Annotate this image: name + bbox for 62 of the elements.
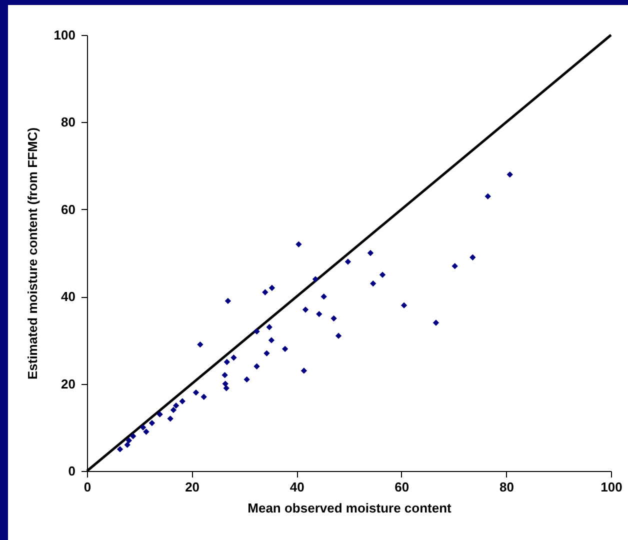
point xyxy=(320,294,327,300)
x-tick-label: 40 xyxy=(290,480,304,494)
x-tick-label: 60 xyxy=(394,480,410,494)
point xyxy=(222,380,228,387)
point xyxy=(370,280,376,287)
point xyxy=(432,320,440,326)
point xyxy=(282,346,288,352)
point xyxy=(148,420,156,426)
point xyxy=(400,302,408,308)
point xyxy=(124,442,130,448)
point xyxy=(367,250,374,256)
point xyxy=(379,272,386,278)
point xyxy=(300,368,308,374)
point xyxy=(116,446,124,452)
point xyxy=(344,258,352,265)
point xyxy=(130,433,136,440)
point xyxy=(312,276,319,282)
point xyxy=(224,358,230,366)
point xyxy=(126,437,132,444)
point xyxy=(452,263,458,270)
point xyxy=(192,389,200,396)
point xyxy=(335,332,342,339)
point xyxy=(170,406,177,414)
point xyxy=(140,424,146,430)
point xyxy=(266,324,272,330)
x-tick-label: 80 xyxy=(499,480,514,494)
point xyxy=(268,337,275,344)
x-tick-label: 100 xyxy=(600,480,622,494)
point xyxy=(470,254,476,260)
point xyxy=(506,171,513,178)
point xyxy=(156,411,163,418)
point xyxy=(200,394,207,400)
x-tick-label: 20 xyxy=(185,480,200,494)
point xyxy=(296,241,302,248)
point xyxy=(264,350,270,356)
point xyxy=(254,363,260,370)
point xyxy=(223,385,230,392)
y-tick-label: 80 xyxy=(61,114,76,130)
point xyxy=(230,354,237,361)
y-tick-label: 60 xyxy=(61,202,76,217)
y-tick-label: 0 xyxy=(68,464,76,478)
x-axis-title: Mean observed moisture content xyxy=(248,500,452,516)
point xyxy=(222,372,228,378)
point xyxy=(197,341,204,348)
point xyxy=(224,298,232,304)
point xyxy=(302,306,309,313)
y-tick-label: 40 xyxy=(61,289,76,304)
point xyxy=(254,328,260,335)
y-tick-label: 100 xyxy=(54,28,76,42)
point xyxy=(330,315,337,322)
point xyxy=(167,416,174,422)
point xyxy=(262,289,268,296)
point xyxy=(244,376,250,383)
point xyxy=(316,310,322,318)
y-tick-label: 20 xyxy=(61,376,76,392)
point xyxy=(173,402,180,409)
point xyxy=(268,284,276,291)
point xyxy=(143,428,150,435)
point xyxy=(484,193,491,200)
point xyxy=(179,398,186,404)
x-tick-label: 0 xyxy=(84,480,92,494)
y-axis-title: Estimated moisture content (from FFMC) xyxy=(24,127,40,380)
